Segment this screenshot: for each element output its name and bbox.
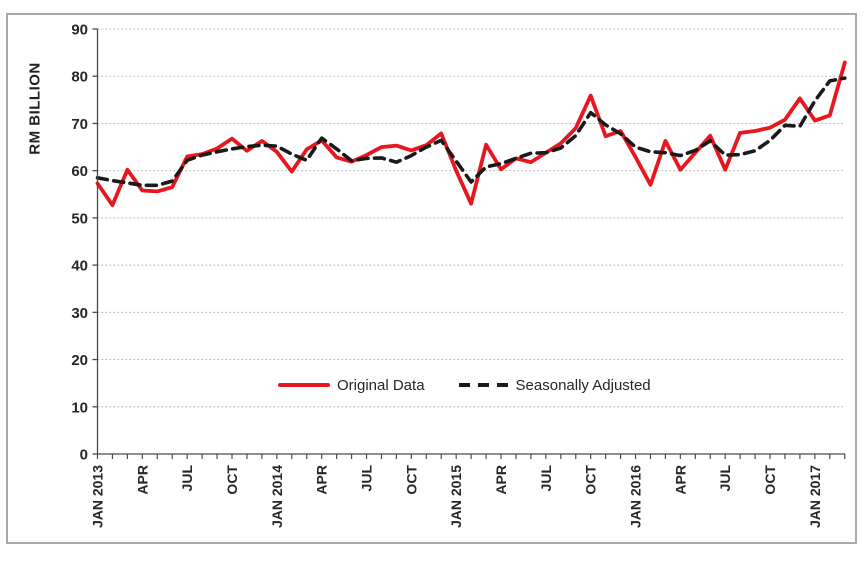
x-tick-label-jan-2016: JAN 2016 [628, 465, 644, 528]
y-tick-label-80: 80 [71, 69, 88, 86]
chart-outer-border [6, 13, 857, 544]
x-tick-label-jul: JUL [179, 465, 195, 492]
y-tick-label-10: 10 [71, 399, 88, 416]
seasonally-adjusted-line-swatch [458, 383, 509, 387]
x-tick-label-oct: OCT [583, 465, 599, 495]
y-tick-label-40: 40 [71, 258, 88, 275]
y-axis-title: RM BILLION [26, 62, 44, 155]
x-tick-label-apr: APR [672, 465, 688, 495]
x-tick-label-jan-2013: JAN 2013 [90, 465, 106, 528]
y-tick-label-30: 30 [71, 305, 88, 322]
series-line-original-data [95, 60, 847, 208]
legend-label-original: Original Data [337, 376, 425, 394]
y-tick-label-0: 0 [80, 447, 88, 464]
x-tick-label-apr: APR [493, 465, 509, 495]
legend-item-original: Original Data [278, 377, 425, 394]
x-tick-label-apr: APR [134, 465, 150, 495]
x-tick-label-jul: JUL [359, 465, 375, 492]
x-tick-label-oct: OCT [762, 465, 778, 495]
x-tick-label-jan-2014: JAN 2014 [269, 465, 285, 528]
legend-label-seasonal: Seasonally Adjusted [515, 376, 651, 394]
chart-legend: Original Data Seasonally Adjusted [278, 376, 651, 394]
y-tick-label-60: 60 [71, 163, 88, 180]
series-line-seasonally-adjusted [95, 76, 847, 188]
x-tick-label-jan-2015: JAN 2015 [448, 465, 464, 528]
x-tick-label-jul: JUL [538, 465, 554, 492]
y-tick-label-20: 20 [71, 352, 88, 369]
x-tick-label-jan-2017: JAN 2017 [807, 465, 823, 528]
x-tick-label-apr: APR [314, 465, 330, 495]
original-data-line-swatch [278, 383, 330, 387]
y-tick-label-50: 50 [71, 210, 88, 227]
y-tick-label-70: 70 [71, 116, 88, 133]
x-tick-label-jul: JUL [717, 465, 733, 492]
x-tick-label-oct: OCT [224, 465, 240, 495]
y-tick-label-90: 90 [71, 22, 88, 39]
x-tick-label-oct: OCT [403, 465, 419, 495]
legend-item-seasonal: Seasonally Adjusted [458, 376, 651, 394]
